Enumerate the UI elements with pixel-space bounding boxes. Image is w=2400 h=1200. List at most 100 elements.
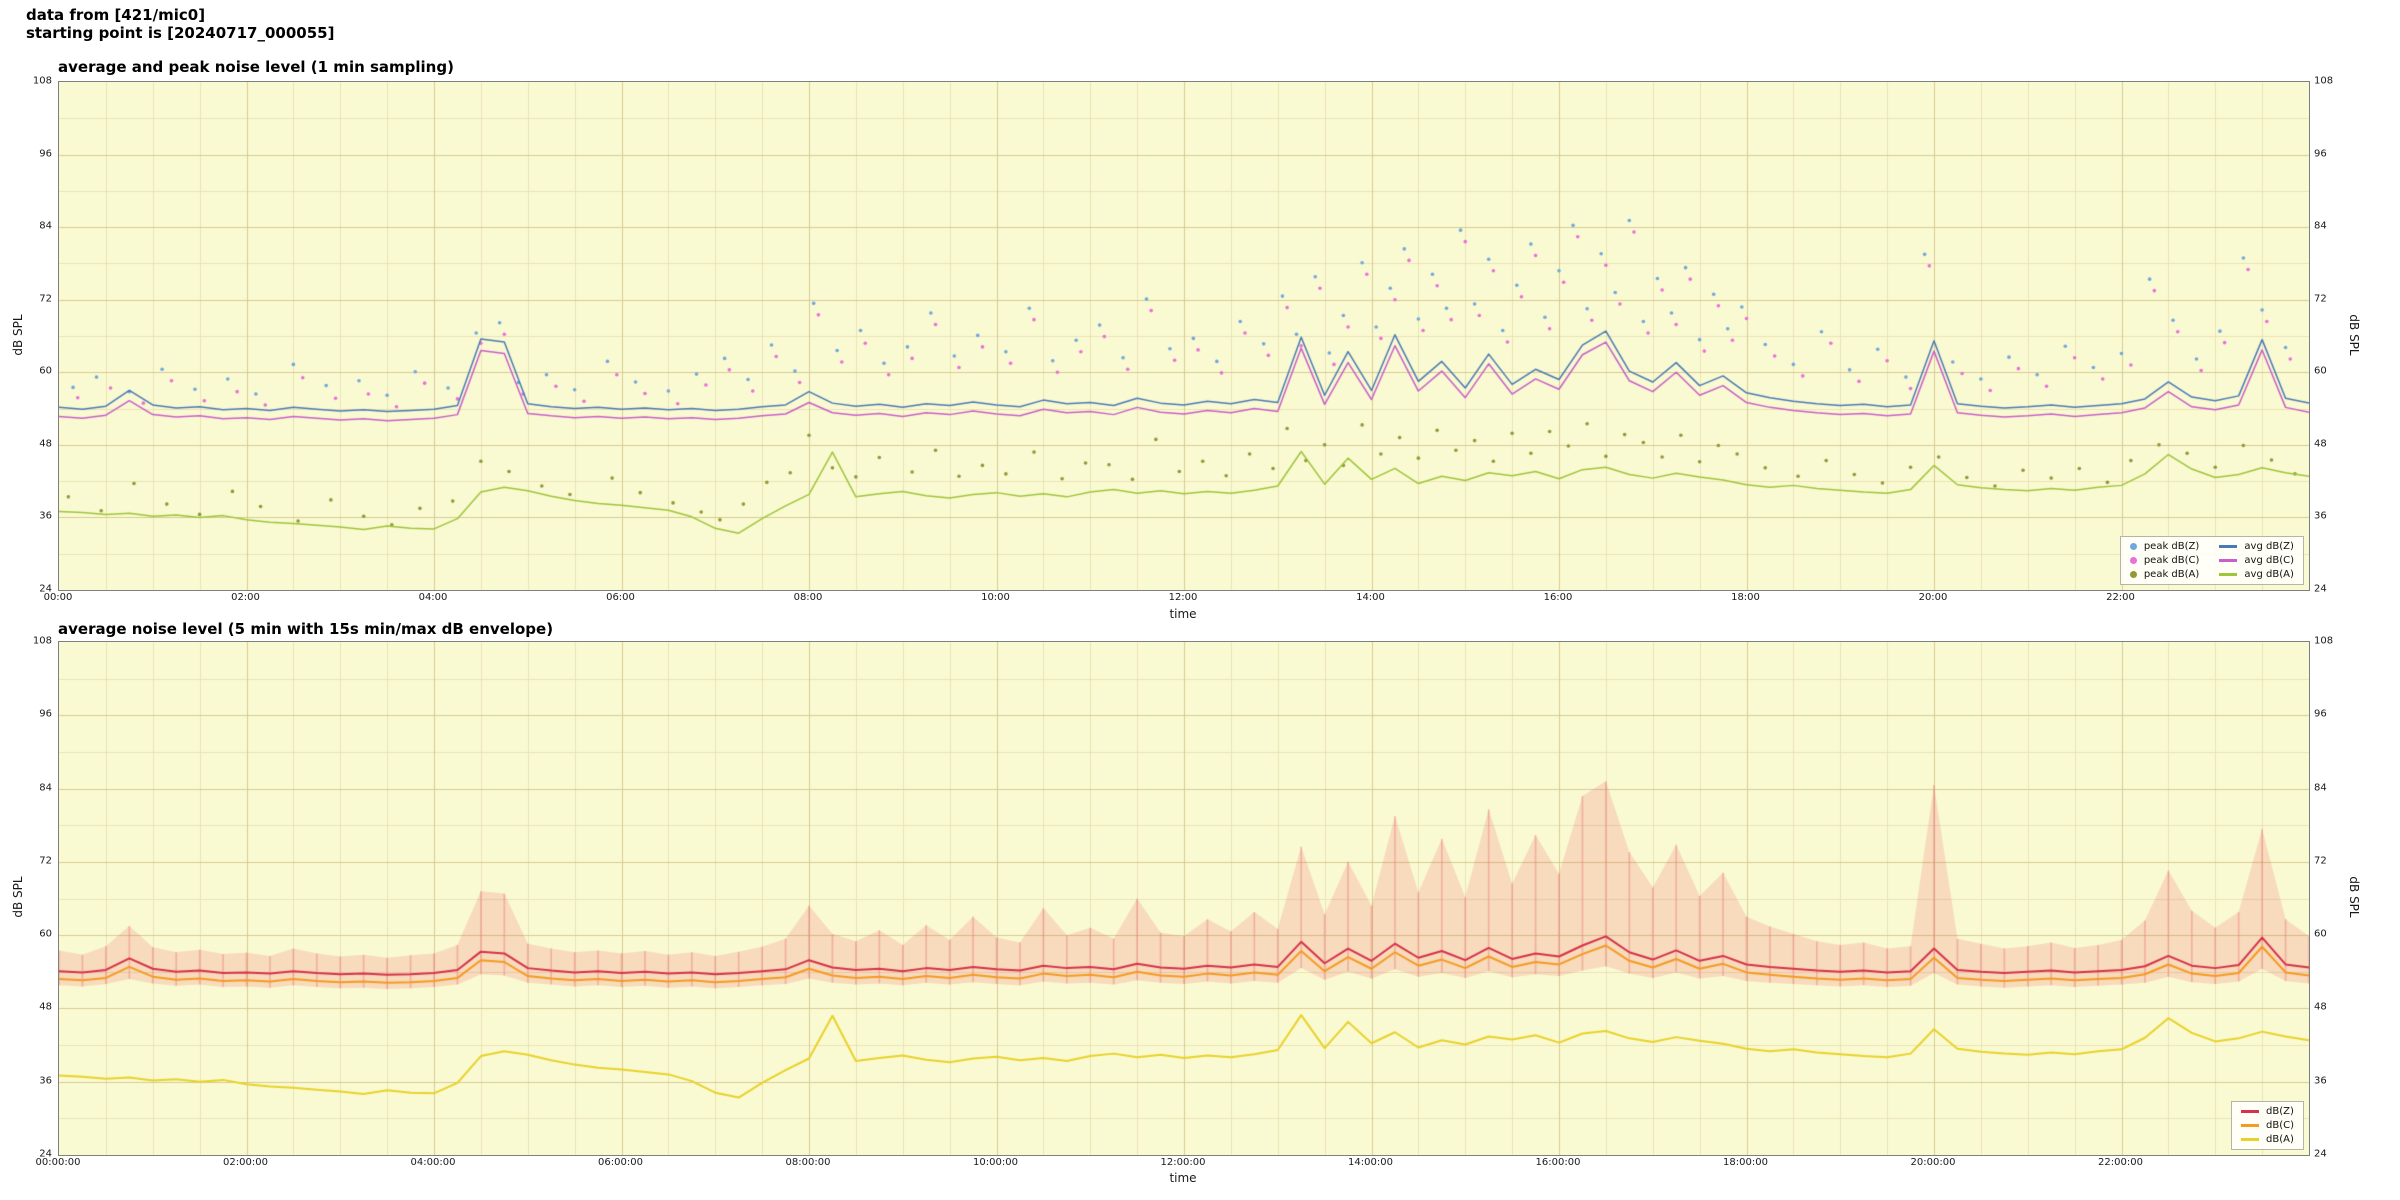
legend-line-marker-icon	[2219, 545, 2238, 548]
legend-item: peak dB(C)	[2129, 555, 2200, 566]
x-tick-label: 12:00:00	[1160, 1157, 1206, 1168]
top-chart-ylabel-right: dB SPL	[2347, 314, 2361, 356]
legend-item: dB(Z)	[2241, 1106, 2294, 1117]
legend-label: peak dB(C)	[2143, 555, 2200, 566]
y-tick-label-left: 24	[39, 1148, 52, 1160]
y-tick-label-right: 84	[2314, 782, 2327, 794]
x-tick-label: 10:00	[981, 592, 1010, 603]
y-tick-label-left: 96	[39, 148, 52, 160]
top-chart-plot-area: peak dB(Z) peak dB(C) peak dB(A) avg dB(Z) a…	[58, 81, 2310, 591]
x-tick-label: 14:00	[1356, 592, 1385, 603]
legend-dot-marker-icon	[2129, 557, 2137, 564]
x-tick-label: 20:00	[1918, 592, 1948, 603]
y-tick-label-right: 60	[2314, 928, 2327, 940]
y-tick-label-left: 36	[39, 1075, 52, 1087]
legend-label: peak dB(A)	[2143, 569, 2200, 580]
x-tick-label: 06:00:00	[598, 1157, 643, 1168]
y-tick-label-left: 96	[39, 708, 52, 720]
x-tick-label: 18:00:00	[1723, 1157, 1768, 1168]
legend-label: avg dB(C)	[2244, 555, 2294, 566]
x-tick-label: 12:00	[1168, 592, 1198, 603]
legend-label: peak dB(Z)	[2143, 541, 2200, 552]
header-start-time: starting point is [20240717_000055]	[26, 24, 335, 42]
x-tick-label: 16:00	[1543, 592, 1573, 603]
y-tick-label-left: 36	[39, 510, 52, 522]
legend-dot-marker-icon	[2129, 543, 2137, 550]
bottom-chart-ylabel-right: dB SPL	[2347, 876, 2361, 918]
legend-item: dB(C)	[2241, 1120, 2294, 1131]
legend-label: dB(C)	[2266, 1120, 2294, 1131]
y-tick-label-right: 84	[2314, 220, 2327, 232]
legend-line-marker-icon	[2241, 1124, 2259, 1127]
x-tick-label: 02:00	[231, 592, 260, 603]
legend-line-marker-icon	[2219, 573, 2238, 576]
top-chart-canvas	[59, 82, 2309, 590]
y-tick-label-right: 96	[2314, 708, 2327, 720]
x-tick-label: 08:00	[793, 592, 823, 603]
bottom-chart-plot-area: dB(Z) dB(C) dB(A)	[58, 641, 2310, 1156]
x-tick-label: 02:00:00	[223, 1157, 268, 1168]
x-tick-label: 00:00:00	[35, 1157, 81, 1168]
legend-label: dB(A)	[2266, 1134, 2294, 1145]
y-tick-label-right: 36	[2314, 510, 2327, 522]
y-tick-label-right: 108	[2314, 75, 2334, 87]
y-tick-label-left: 108	[32, 635, 52, 647]
x-tick-label: 06:00	[606, 592, 635, 603]
y-tick-label-right: 96	[2314, 148, 2327, 160]
y-tick-label-left: 60	[39, 928, 52, 940]
x-tick-label: 04:00:00	[410, 1157, 456, 1168]
legend-item: dB(A)	[2241, 1134, 2294, 1145]
y-tick-label-left: 84	[39, 220, 52, 232]
y-tick-label-left: 24	[39, 583, 52, 595]
y-tick-label-right: 24	[2314, 1148, 2327, 1160]
x-tick-label: 22:00:00	[2098, 1157, 2143, 1168]
y-tick-label-right: 48	[2314, 438, 2327, 450]
bottom-chart-legend: dB(Z) dB(C) dB(A)	[2231, 1101, 2304, 1150]
y-tick-label-left: 72	[39, 293, 52, 305]
legend-label: avg dB(Z)	[2244, 541, 2294, 552]
y-tick-label-left: 72	[39, 855, 52, 867]
x-tick-label: 04:00	[418, 592, 448, 603]
y-tick-label-right: 72	[2314, 855, 2327, 867]
y-tick-label-right: 24	[2314, 583, 2327, 595]
y-tick-label-right: 36	[2314, 1075, 2327, 1087]
y-tick-label-right: 72	[2314, 293, 2327, 305]
y-tick-label-right: 60	[2314, 365, 2327, 377]
bottom-chart-xlabel: time	[1169, 1171, 1197, 1185]
legend-item: avg dB(C)	[2219, 555, 2294, 566]
y-tick-label-left: 48	[39, 1001, 52, 1013]
bottom-chart-canvas	[59, 642, 2309, 1155]
y-tick-label-left: 108	[32, 75, 52, 87]
top-chart-ylabel-left: dB SPL	[11, 314, 25, 356]
top-chart-legend: peak dB(Z) peak dB(C) peak dB(A) avg dB(Z) a…	[2119, 536, 2304, 585]
legend-line-marker-icon	[2241, 1110, 2259, 1113]
x-tick-label: 14:00:00	[1348, 1157, 1393, 1168]
x-tick-label: 22:00	[2106, 592, 2135, 603]
legend-item: avg dB(Z)	[2219, 541, 2294, 552]
y-tick-label-left: 60	[39, 365, 52, 377]
header-data-source: data from [421/mic0]	[26, 6, 206, 24]
y-tick-label-right: 108	[2314, 635, 2334, 647]
legend-line-marker-icon	[2219, 559, 2238, 562]
bottom-chart-ylabel-left: dB SPL	[11, 876, 25, 918]
x-tick-label: 16:00:00	[1535, 1157, 1581, 1168]
x-tick-label: 20:00:00	[1910, 1157, 1956, 1168]
x-tick-label: 08:00:00	[785, 1157, 831, 1168]
y-tick-label-left: 84	[39, 782, 52, 794]
legend-label: dB(Z)	[2266, 1106, 2294, 1117]
bottom-chart-title: average noise level (5 min with 15s min/…	[58, 620, 554, 638]
legend-item: avg dB(A)	[2219, 569, 2294, 580]
top-chart-title: average and peak noise level (1 min samp…	[58, 58, 454, 76]
x-tick-label: 00:00	[43, 592, 73, 603]
legend-item: peak dB(A)	[2129, 569, 2200, 580]
y-tick-label-right: 48	[2314, 1001, 2327, 1013]
top-chart-xlabel: time	[1169, 607, 1197, 621]
y-tick-label-left: 48	[39, 438, 52, 450]
x-tick-label: 10:00:00	[973, 1157, 1018, 1168]
legend-item: peak dB(Z)	[2129, 541, 2200, 552]
legend-dot-marker-icon	[2129, 571, 2137, 578]
legend-line-marker-icon	[2241, 1138, 2259, 1141]
x-tick-label: 18:00	[1731, 592, 1760, 603]
legend-label: avg dB(A)	[2244, 569, 2294, 580]
